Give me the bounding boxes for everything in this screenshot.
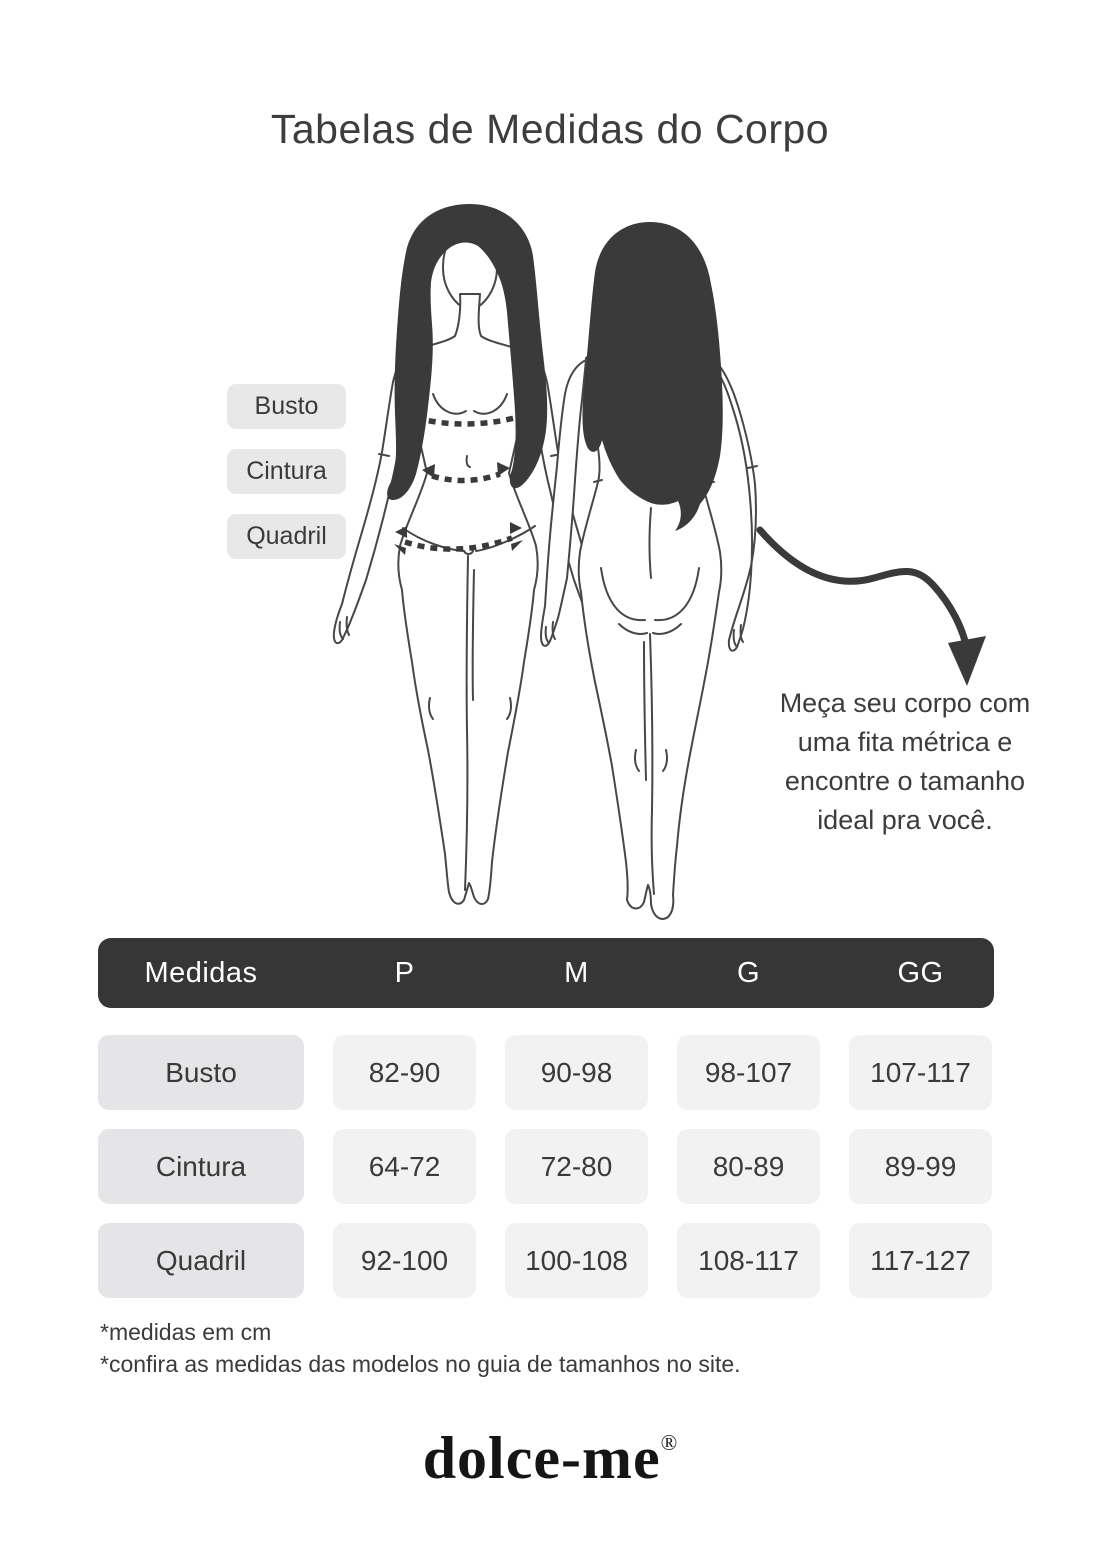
- size-table-header: Medidas P M G GG: [98, 938, 994, 1008]
- value-cell: 72-80: [505, 1129, 648, 1204]
- table-row-busto: Busto 82-90 90-98 98-107 107-117: [98, 1035, 994, 1110]
- value-cell: 108-117: [677, 1223, 820, 1298]
- header-cell-m: M: [564, 956, 589, 989]
- brand-logo: dolce-me®: [0, 1424, 1100, 1493]
- value-cell: 90-98: [505, 1035, 648, 1110]
- measurement-tag-cintura: Cintura: [227, 449, 346, 494]
- footnote-line: *confira as medidas das modelos no guia …: [100, 1351, 741, 1377]
- row-label-cell: Quadril: [98, 1223, 304, 1298]
- value-cell: 89-99: [849, 1129, 992, 1204]
- instruction-line: encontre o tamanho: [784, 766, 1026, 796]
- table-row-quadril: Quadril 92-100 100-108 108-117 117-127: [98, 1223, 994, 1298]
- footnotes: *medidas em cm *confira as medidas das m…: [100, 1316, 741, 1380]
- instruction-line: Meça seu corpo com: [779, 688, 1031, 718]
- header-cell-g: G: [736, 956, 761, 989]
- header-cell-gg: GG: [897, 956, 944, 989]
- tag-label: Busto: [254, 392, 319, 420]
- curved-arrow: [756, 526, 986, 686]
- body-measurement-illustration: [332, 204, 986, 920]
- brand-name: dolce-me: [422, 1425, 661, 1491]
- value-cell: 117-127: [849, 1223, 992, 1298]
- tag-label: Cintura: [246, 457, 327, 485]
- measurement-tag-busto: Busto: [227, 384, 346, 429]
- waist-measure-line: [422, 462, 510, 484]
- measurement-tag-quadril: Quadril: [227, 514, 346, 559]
- instruction-line: uma fita métrica e: [797, 727, 1013, 757]
- value-cell: 82-90: [333, 1035, 476, 1110]
- value-cell: 100-108: [505, 1223, 648, 1298]
- row-label-cell: Busto: [98, 1035, 304, 1110]
- header-cell-p: P: [394, 956, 415, 989]
- tag-label: Quadril: [246, 522, 327, 550]
- registered-mark-icon: ®: [660, 1430, 678, 1455]
- footnote-line: *medidas em cm: [100, 1319, 272, 1345]
- bust-measure-line: [404, 404, 534, 427]
- value-cell: 98-107: [677, 1035, 820, 1110]
- value-cell: 64-72: [333, 1129, 476, 1204]
- value-cell: 92-100: [333, 1223, 476, 1298]
- value-cell: 80-89: [677, 1129, 820, 1204]
- value-cell: 107-117: [849, 1035, 992, 1110]
- hip-measure-line: [394, 522, 523, 555]
- instruction-line: ideal pra você.: [817, 805, 993, 835]
- instruction-text: Meça seu corpo com uma fita métrica e en…: [755, 684, 1055, 840]
- back-figure-illustration: [540, 222, 758, 920]
- table-row-cintura: Cintura 64-72 72-80 80-89 89-99: [98, 1129, 994, 1204]
- page-title: Tabelas de Medidas do Corpo: [270, 106, 830, 152]
- size-table: Medidas P M G GG Busto 82-90 90-98 98-10…: [98, 938, 994, 1317]
- row-label-cell: Cintura: [98, 1129, 304, 1204]
- header-cell-medidas: Medidas: [144, 956, 258, 989]
